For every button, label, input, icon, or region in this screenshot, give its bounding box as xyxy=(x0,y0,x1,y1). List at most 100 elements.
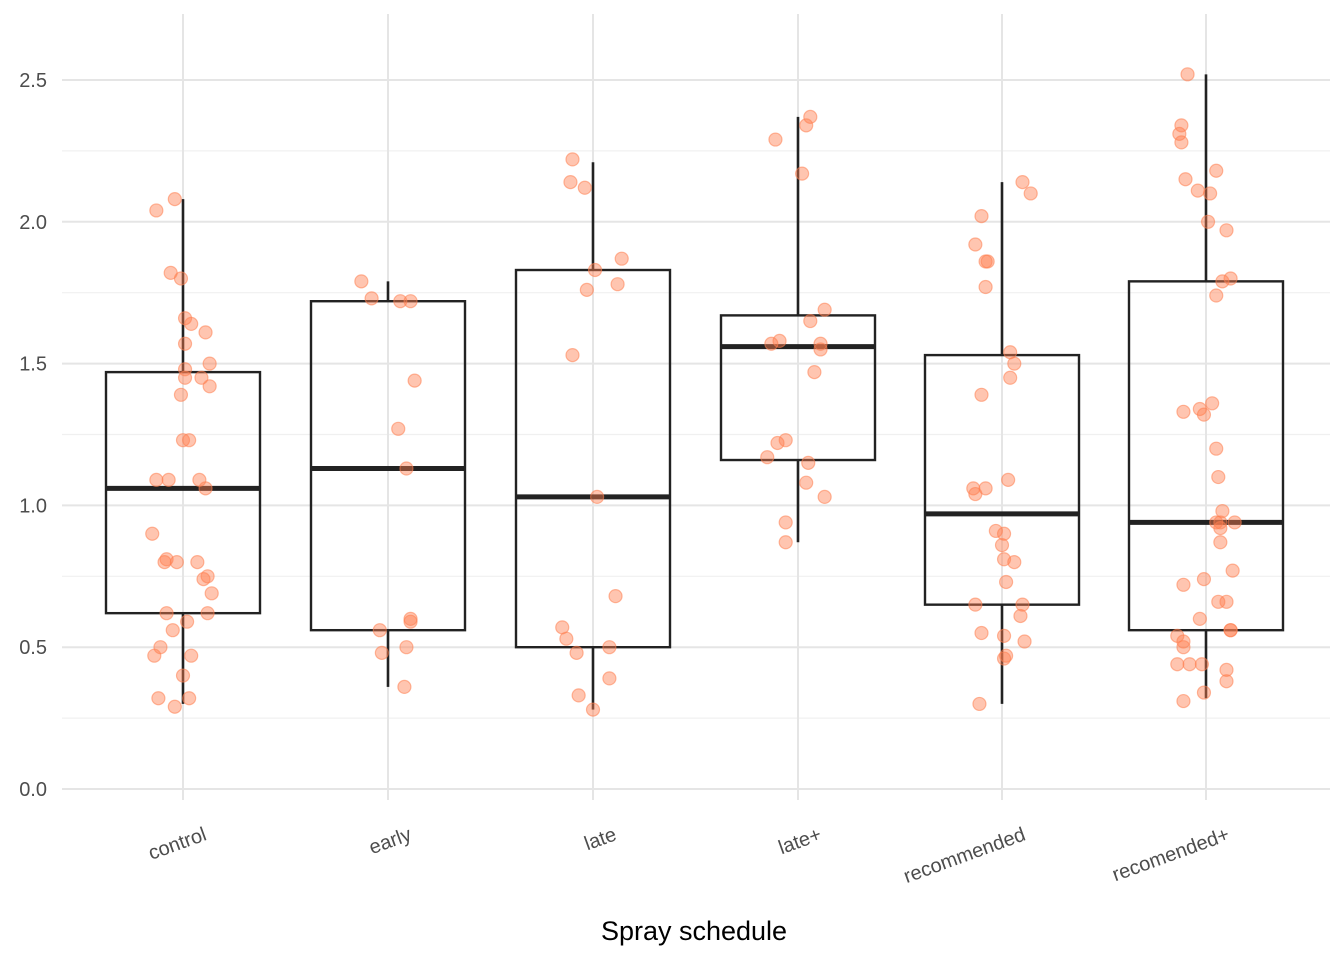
data-point-recomended+ xyxy=(1182,657,1197,672)
data-point-late+ xyxy=(794,166,810,181)
data-point-control xyxy=(173,271,189,286)
data-point-control xyxy=(202,379,217,394)
y-tick-label: 1.5 xyxy=(19,354,47,376)
data-point-late+ xyxy=(778,515,793,530)
box-iqr xyxy=(719,314,877,462)
data-point-recommended xyxy=(974,209,989,224)
y-axis-tick-labels: 0.0 0.5 1.0 1.5 2.0 2.5 xyxy=(19,70,47,801)
data-point-recomended+ xyxy=(1196,685,1212,700)
data-point-control xyxy=(165,623,180,638)
data-point-control xyxy=(177,336,193,351)
x-tick-label: late xyxy=(582,824,620,856)
data-point-late xyxy=(559,631,574,646)
data-point-late xyxy=(614,251,629,266)
data-point-recomended+ xyxy=(1202,186,1218,201)
data-point-late+ xyxy=(764,336,779,351)
data-point-recommended xyxy=(1015,597,1030,612)
data-point-recomended+ xyxy=(1209,288,1224,303)
data-point-late xyxy=(571,688,586,703)
jitter-points xyxy=(145,67,1242,717)
data-point-recomended+ xyxy=(1219,674,1234,689)
data-point-recommended xyxy=(1007,555,1022,570)
data-point-late+ xyxy=(817,489,832,504)
data-point-recomended+ xyxy=(1176,404,1191,419)
data-point-control xyxy=(151,691,166,706)
data-point-early xyxy=(393,294,408,309)
x-tick-label: late+ xyxy=(776,824,825,860)
data-point-late xyxy=(565,347,580,363)
data-point-late+ xyxy=(760,450,775,465)
data-point-recomended+ xyxy=(1223,623,1238,638)
data-point-control xyxy=(184,316,199,331)
data-point-recomended+ xyxy=(1219,662,1234,677)
y-tick-label: 2.0 xyxy=(19,212,47,234)
data-point-control xyxy=(182,691,197,706)
data-point-control xyxy=(157,555,172,570)
data-point-early xyxy=(407,373,422,388)
data-point-recommended xyxy=(998,574,1014,590)
data-point-early xyxy=(403,294,418,309)
data-point-control xyxy=(147,648,162,663)
data-point-control xyxy=(200,606,215,621)
data-point-recommended xyxy=(1003,370,1018,385)
data-point-recommended xyxy=(1015,174,1030,190)
box-recommended xyxy=(923,182,1081,704)
data-point-late xyxy=(579,282,594,297)
box-iqr xyxy=(514,268,672,649)
data-point-recommended xyxy=(1001,472,1016,487)
x-axis-tick-labels: control early late late+ recommended recomend… xyxy=(146,824,1233,888)
data-point-late+ xyxy=(807,365,822,380)
data-point-recomended+ xyxy=(1223,271,1238,286)
data-point-recomended+ xyxy=(1219,594,1234,609)
data-point-recommended xyxy=(978,279,993,295)
x-tick-label: recommended xyxy=(901,824,1029,888)
data-point-recomended+ xyxy=(1180,67,1195,82)
data-point-late xyxy=(589,489,605,504)
data-point-recomended+ xyxy=(1176,577,1191,592)
data-point-late xyxy=(602,671,617,686)
data-point-control xyxy=(173,387,189,402)
data-point-recomended+ xyxy=(1227,515,1242,530)
data-point-early xyxy=(399,461,414,476)
data-point-control xyxy=(180,614,195,629)
y-tick-label: 0.0 xyxy=(19,779,47,801)
data-point-recomended+ xyxy=(1174,118,1189,133)
data-point-late xyxy=(569,645,584,660)
data-point-early xyxy=(354,274,369,289)
data-point-late+ xyxy=(817,302,832,317)
data-point-late+ xyxy=(803,313,818,329)
y-tick-label: 0.5 xyxy=(19,637,47,659)
data-point-recomended+ xyxy=(1174,135,1189,150)
data-point-control xyxy=(194,370,209,385)
data-point-late+ xyxy=(813,342,828,357)
box-early xyxy=(309,281,467,687)
data-point-late xyxy=(587,262,603,278)
data-point-recomended+ xyxy=(1205,396,1220,411)
data-point-recommended xyxy=(996,628,1012,643)
data-point-recommended xyxy=(994,538,1010,553)
box-iqr xyxy=(1127,280,1285,632)
data-point-late+ xyxy=(813,336,828,351)
data-point-late xyxy=(585,702,601,717)
data-point-control xyxy=(198,325,213,340)
data-point-recomended+ xyxy=(1213,535,1228,550)
box-recomended+ xyxy=(1127,74,1285,699)
data-point-recommended xyxy=(996,526,1012,541)
data-point-late+ xyxy=(768,132,783,147)
data-point-late xyxy=(610,277,625,292)
data-point-control xyxy=(182,433,197,448)
data-point-late xyxy=(608,589,623,604)
data-point-recommended xyxy=(988,523,1003,539)
data-point-late xyxy=(565,152,580,167)
data-point-recomended+ xyxy=(1194,657,1210,672)
data-point-recommended xyxy=(1007,356,1022,371)
x-tick-label: recomended+ xyxy=(1109,824,1232,887)
data-point-recommended xyxy=(974,625,989,641)
data-point-early xyxy=(397,679,412,695)
data-point-recommended xyxy=(968,237,983,252)
x-tick-label: early xyxy=(366,824,414,860)
data-point-recomended+ xyxy=(1192,611,1207,626)
data-point-control xyxy=(167,192,182,207)
data-point-early xyxy=(399,640,414,655)
